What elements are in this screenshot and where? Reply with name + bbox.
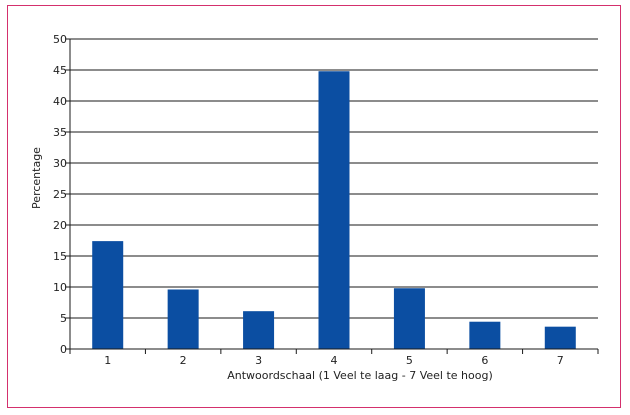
bars	[92, 71, 576, 350]
x-tick-label: 6	[481, 354, 488, 367]
y-tick-label: 10	[53, 281, 67, 294]
y-axis-label: Percentage	[30, 147, 43, 209]
x-tick-label: 1	[104, 354, 111, 367]
y-tick-label: 25	[53, 188, 67, 201]
bar-6	[469, 321, 501, 349]
y-tick-label: 0	[60, 343, 67, 356]
bar-2	[167, 289, 199, 349]
y-tick-label: 15	[53, 250, 67, 263]
y-tick-labels: 0 5 10 15 20 25 30 35 40 45 50	[53, 33, 67, 356]
x-tick-label: 5	[406, 354, 413, 367]
bar-7	[544, 326, 576, 349]
bar-1	[92, 241, 124, 349]
y-tick-label: 35	[53, 126, 67, 139]
bar-4	[318, 71, 350, 350]
y-tick-label: 45	[53, 64, 67, 77]
x-tick-label: 2	[180, 354, 187, 367]
x-tick-labels: 1 2 3 4 5 6 7	[104, 354, 564, 367]
y-tick-label: 20	[53, 219, 67, 232]
y-tick-label: 40	[53, 95, 67, 108]
y-tick-label: 5	[60, 312, 67, 325]
x-tick-label: 3	[255, 354, 262, 367]
x-tick-label: 4	[331, 354, 338, 367]
y-tick-label: 50	[53, 33, 67, 46]
axes	[69, 39, 599, 354]
y-tick-label: 30	[53, 157, 67, 170]
bar-3	[243, 311, 275, 349]
bar-5	[393, 288, 425, 349]
x-axis-label: Antwoordschaal (1 Veel te laag - 7 Veel …	[227, 369, 493, 382]
x-tick-label: 7	[557, 354, 564, 367]
